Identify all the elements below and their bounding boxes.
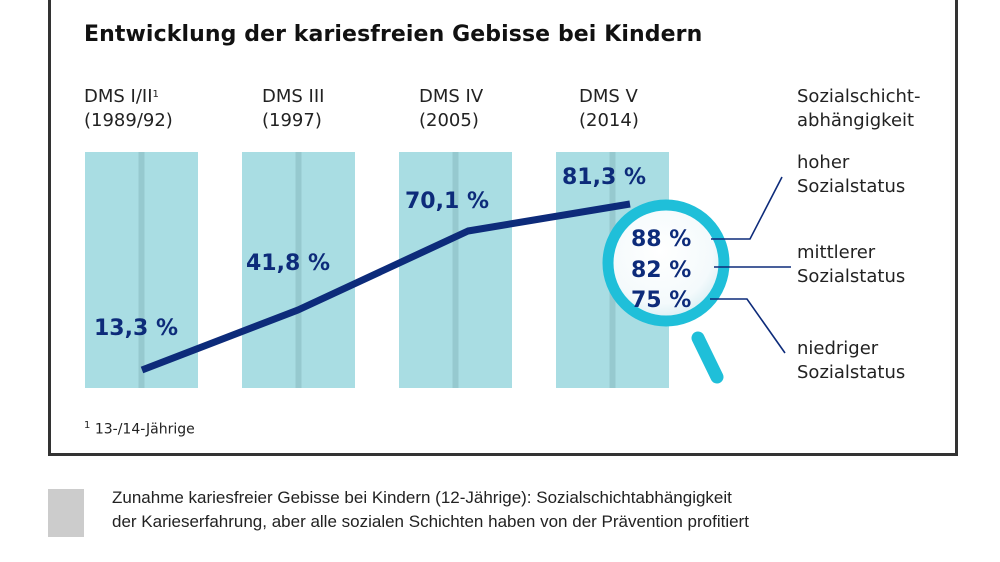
footnote-marker: 1 (84, 420, 91, 431)
caption-line: Zunahme kariesfreier Gebisse bei Kindern… (112, 488, 732, 507)
social-dependency-heading: Sozialschicht- abhängigkeit (797, 85, 920, 133)
status-line: mittlerer (797, 242, 876, 263)
column-name: DMS V (579, 86, 638, 107)
footnote-marker: 1 (152, 89, 159, 100)
caption-swatch (48, 489, 84, 537)
leader-line (711, 176, 783, 240)
column-year: (1997) (262, 110, 322, 131)
social-value-label: 88 % (631, 227, 691, 252)
column-name: DMS I/II (84, 86, 153, 107)
value-label: 81,3 % (562, 165, 646, 190)
value-label: 41,8 % (246, 251, 330, 276)
column-year: (2014) (579, 110, 639, 131)
column-divider (138, 152, 145, 388)
status-line: Sozialstatus (797, 176, 906, 197)
column-header-dms-1-2: DMS I/II1 (1989/92) (84, 85, 173, 133)
figure-caption: Zunahme kariesfreier Gebisse bei Kindern… (112, 486, 749, 534)
footnote: 1 13-/14-Jährige (84, 420, 195, 438)
social-label-middle: mittlerer Sozialstatus (797, 241, 905, 289)
leader-line (710, 298, 786, 354)
social-label-low: niedriger Sozialstatus (797, 337, 905, 385)
column-name: DMS IV (419, 86, 484, 107)
column-header-dms-3: DMS III (1997) (262, 85, 324, 133)
heading-line: abhängigkeit (797, 110, 915, 131)
chart-title: Entwicklung der kariesfreien Gebisse bei… (84, 22, 703, 47)
column-header-dms-5: DMS V (2014) (579, 85, 639, 133)
value-label: 70,1 % (405, 189, 489, 214)
social-value-label: 75 % (631, 288, 691, 313)
social-label-high: hoher Sozialstatus (797, 151, 905, 199)
magnifier-handle (691, 331, 724, 384)
magnifier-lens (602, 199, 730, 327)
column-name: DMS III (262, 86, 325, 107)
value-label: 13,3 % (94, 316, 178, 341)
status-line: niedriger (797, 338, 879, 359)
heading-line: Sozialschicht- (797, 86, 921, 107)
column-year: (1989/92) (84, 110, 173, 131)
column-divider (452, 152, 459, 388)
status-line: Sozialstatus (797, 266, 906, 287)
column-header-dms-4: DMS IV (2005) (419, 85, 483, 133)
status-line: Sozialstatus (797, 362, 906, 383)
column-divider (295, 152, 302, 388)
status-line: hoher (797, 152, 850, 173)
footnote-text: 13-/14-Jährige (94, 421, 195, 438)
social-value-label: 82 % (631, 258, 691, 283)
column-year: (2005) (419, 110, 479, 131)
caption-line: der Karieserfahrung, aber alle sozialen … (112, 512, 749, 531)
trend-line (140, 200, 631, 374)
